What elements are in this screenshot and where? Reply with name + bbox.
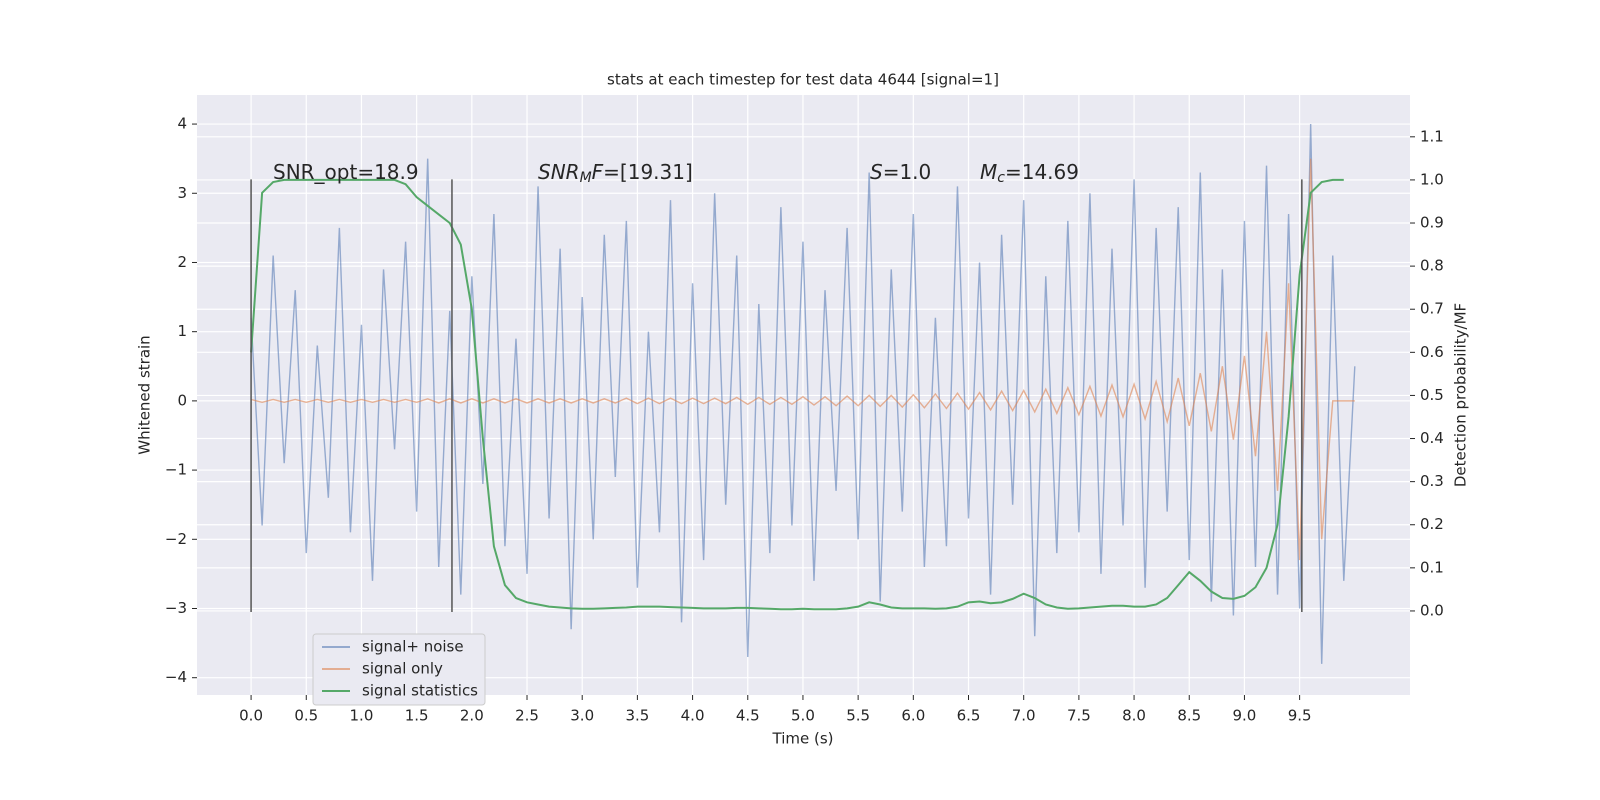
- y2-tick-label: 0.5: [1420, 386, 1444, 404]
- annotation: SNR_opt=18.9: [273, 160, 419, 184]
- annotation-part: S: [870, 160, 883, 184]
- x-tick-label: 3.5: [625, 707, 649, 725]
- y-tick-label: −4: [165, 668, 187, 686]
- legend-label: signal+ noise: [362, 638, 464, 656]
- x-tick-label: 6.5: [957, 707, 981, 725]
- series-line: [250, 178, 1344, 611]
- x-tick-label: 5.0: [791, 707, 815, 725]
- annotation-part: =[19.31]: [603, 160, 693, 184]
- annotation-part: M: [980, 160, 997, 184]
- annotation-part: =14.69: [1005, 160, 1079, 184]
- x-tick-label: 9.0: [1233, 707, 1257, 725]
- y2-tick-label: 0.7: [1420, 300, 1444, 318]
- legend: signal+ noise signal only signal statistic…: [312, 633, 486, 706]
- y-tick-label: −3: [165, 599, 187, 617]
- x-tick-label: 0.0: [239, 707, 263, 725]
- chart-title: stats at each timestep for test data 464…: [607, 71, 999, 89]
- y2-tick-label: 1.1: [1420, 127, 1444, 145]
- annotation-part: SNR: [538, 160, 580, 184]
- legend-label: signal statistics: [362, 682, 478, 700]
- annotation-part: M: [580, 170, 592, 186]
- plot-area: [197, 95, 1410, 695]
- annotation-part: SNR_opt=18.9: [273, 160, 419, 184]
- x-tick-label: 4.0: [681, 707, 705, 725]
- y2-tick-label: 1.0: [1420, 170, 1444, 188]
- y2-tick-label: 0.1: [1420, 558, 1444, 576]
- y-tick-label: 3: [177, 184, 187, 202]
- series-line: [250, 124, 1356, 664]
- x-tick-label: 2.5: [515, 707, 539, 725]
- y-tick-label: 2: [177, 253, 187, 271]
- x-tick-label: 7.0: [1012, 707, 1036, 725]
- y2-tick-label: 0.6: [1420, 343, 1444, 361]
- y-tick-label: −1: [165, 461, 187, 479]
- annotation-part: =1.0: [883, 160, 932, 184]
- series-line: [250, 158, 1355, 561]
- x-tick-label: 5.5: [846, 707, 870, 725]
- x-tick-label: 8.5: [1177, 707, 1201, 725]
- y2-tick-label: 0.4: [1420, 429, 1444, 447]
- y2-tick-label: 0.2: [1420, 515, 1444, 533]
- annotation: Mc=14.69: [980, 160, 1079, 187]
- x-tick-label: 1.0: [350, 707, 374, 725]
- y-axis-label: Whitened strain: [136, 335, 154, 454]
- y2-tick-label: 0.9: [1420, 214, 1444, 232]
- y2-axis-label: Detection probability/MF: [1452, 303, 1470, 487]
- y2-tick-label: 0.0: [1420, 601, 1444, 619]
- annotation-part: c: [997, 170, 1005, 186]
- x-tick-label: 6.0: [901, 707, 925, 725]
- y2-tick-label: 0.8: [1420, 257, 1444, 275]
- y-tick-label: −2: [165, 530, 187, 548]
- annotation: S=1.0: [870, 160, 931, 184]
- annotation-part: F: [592, 160, 604, 184]
- x-tick-label: 3.0: [570, 707, 594, 725]
- x-tick-label: 0.5: [294, 707, 318, 725]
- x-tick-label: 4.5: [736, 707, 760, 725]
- y-tick-label: 1: [177, 322, 187, 340]
- x-axis-label: Time (s): [772, 730, 834, 748]
- legend-box: [312, 633, 486, 706]
- y-tick-label: 4: [177, 115, 187, 133]
- x-tick-label: 9.5: [1288, 707, 1312, 725]
- x-tick-label: 1.5: [405, 707, 429, 725]
- legend-label: signal only: [362, 660, 443, 678]
- x-tick-label: 2.0: [460, 707, 484, 725]
- annotation: SNRMF=[19.31]: [538, 160, 693, 187]
- y-tick-label: 0: [177, 391, 187, 409]
- x-tick-label: 8.0: [1122, 707, 1146, 725]
- x-tick-label: 7.5: [1067, 707, 1091, 725]
- y2-tick-label: 0.3: [1420, 472, 1444, 490]
